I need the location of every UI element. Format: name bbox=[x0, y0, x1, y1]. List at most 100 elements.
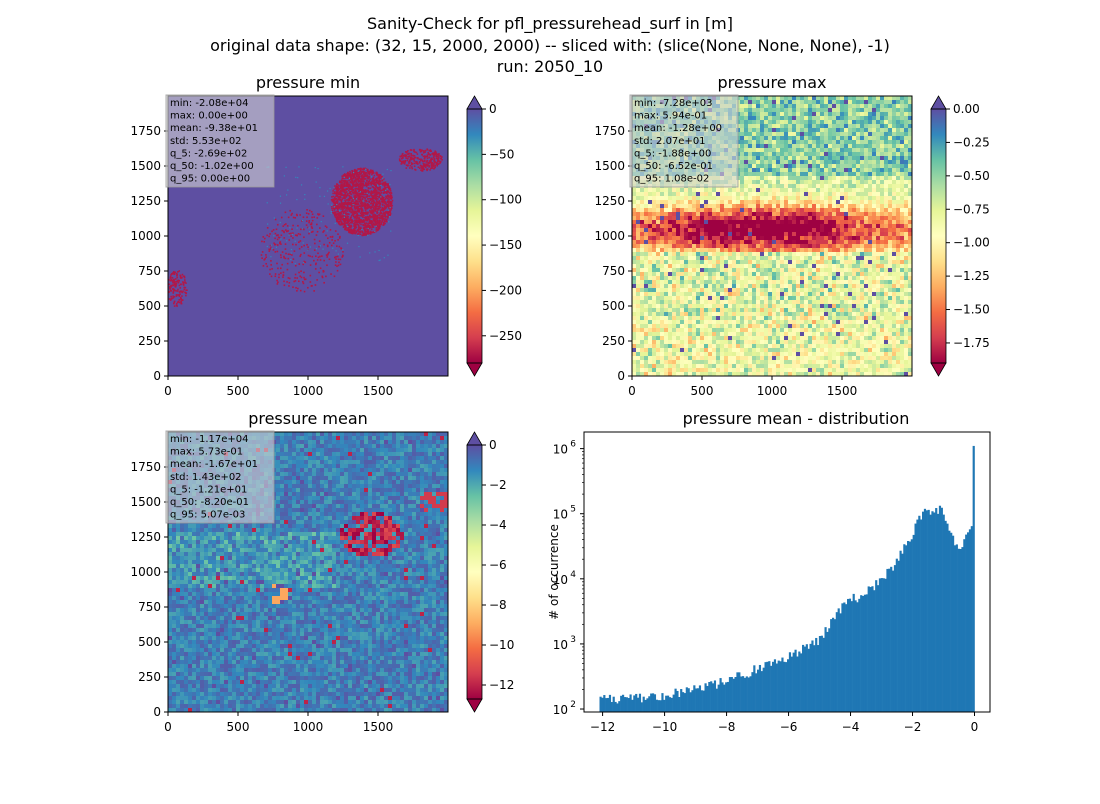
suptitle-line-2: original data shape: (32, 15, 2000, 2000… bbox=[210, 36, 890, 55]
histogram-bar bbox=[939, 506, 941, 712]
histogram-bar bbox=[847, 599, 849, 712]
y-tick-label: 750 bbox=[602, 264, 625, 278]
histogram-bar bbox=[890, 567, 892, 712]
y-tick-label: 0 bbox=[153, 369, 161, 383]
histogram-bar bbox=[701, 690, 703, 712]
y-tick-label: 1500 bbox=[594, 159, 625, 173]
histogram-bar bbox=[691, 690, 693, 712]
histogram-bar bbox=[667, 696, 669, 712]
colorbar-extend-max bbox=[931, 96, 946, 109]
stats-line: min: -7.28e+03 bbox=[634, 98, 713, 109]
y-tick-label: 1000 bbox=[594, 229, 625, 243]
suptitle-line-1: Sanity-Check for pfl_pressurehead_surf i… bbox=[367, 14, 733, 34]
x-tick-label: −10 bbox=[652, 720, 677, 734]
histogram-bar bbox=[935, 508, 937, 712]
colorbar-tick-label: 0 bbox=[489, 438, 497, 452]
y-tick-label: 1500 bbox=[130, 159, 161, 173]
histogram-bar bbox=[798, 652, 800, 712]
histogram-bar bbox=[611, 702, 613, 712]
histogram-bar bbox=[658, 700, 660, 712]
colorbar-tick-label: −200 bbox=[489, 283, 522, 297]
histogram-bar bbox=[826, 632, 828, 712]
histogram-bar bbox=[821, 636, 823, 712]
x-tick-label: −6 bbox=[780, 720, 798, 734]
histogram-bar bbox=[875, 580, 877, 712]
colorbar-extend-max bbox=[467, 96, 482, 109]
histogram-bar bbox=[731, 677, 733, 712]
stats-line: max: 5.94e-01 bbox=[634, 111, 707, 122]
histogram-bar bbox=[963, 539, 965, 712]
x-tick-label: −4 bbox=[842, 720, 860, 734]
histogram-bar bbox=[774, 659, 776, 712]
histogram-bar bbox=[828, 628, 830, 712]
histogram-bar bbox=[753, 665, 755, 712]
histogram-bar bbox=[699, 685, 701, 712]
histogram-bar bbox=[800, 653, 802, 712]
histogram-bar bbox=[734, 677, 736, 712]
colorbar-tick-label: −8 bbox=[489, 598, 507, 612]
histogram-bar bbox=[810, 644, 812, 712]
histogram-bar bbox=[661, 693, 663, 712]
x-tick-label: −8 bbox=[718, 720, 736, 734]
y-tick-label: 500 bbox=[602, 299, 625, 313]
histogram-bar bbox=[601, 698, 603, 712]
histogram-bar bbox=[901, 554, 903, 712]
histogram-bar bbox=[967, 532, 969, 712]
histogram-bar bbox=[697, 688, 699, 712]
histogram-bar bbox=[900, 551, 902, 712]
histogram-bar bbox=[663, 700, 665, 712]
histogram-bar bbox=[961, 547, 963, 712]
colorbar-extend-min bbox=[467, 699, 482, 712]
histogram-bar bbox=[950, 533, 952, 712]
y-tick-label: 250 bbox=[138, 334, 161, 348]
histogram-bar bbox=[945, 521, 947, 712]
x-tick-label: 0 bbox=[164, 384, 172, 398]
stats-line: min: -2.08e+04 bbox=[170, 98, 249, 109]
histogram-bar bbox=[789, 652, 791, 712]
histogram-bar bbox=[881, 578, 883, 712]
histogram-bar bbox=[673, 695, 675, 712]
y-tick-label: 1250 bbox=[594, 194, 625, 208]
colorbar-tick-label: −1.50 bbox=[953, 303, 990, 317]
colorbar-tick-label: −1.00 bbox=[953, 236, 990, 250]
histogram-bar bbox=[845, 604, 847, 712]
histogram-bar bbox=[907, 541, 909, 712]
histogram-bar bbox=[903, 544, 905, 712]
histogram-bar bbox=[838, 608, 840, 712]
x-tick-label: 500 bbox=[227, 720, 250, 734]
histogram-bar bbox=[892, 571, 894, 712]
stats-line: q_95: 5.07e-03 bbox=[170, 510, 245, 521]
colorbar-tick-label: −6 bbox=[489, 558, 507, 572]
histogram-bar bbox=[613, 697, 615, 712]
histogram-bar bbox=[671, 698, 673, 712]
x-tick-label: 500 bbox=[691, 384, 714, 398]
histogram-bar bbox=[817, 645, 819, 712]
colorbar-tick-label: −4 bbox=[489, 518, 507, 532]
histogram-bar bbox=[781, 658, 783, 712]
histogram-bar bbox=[643, 697, 645, 712]
histogram-bar bbox=[806, 644, 808, 712]
histogram-bar bbox=[834, 619, 836, 712]
colorbar-extend-max bbox=[467, 432, 482, 445]
colorbar-tick-label: −0.75 bbox=[953, 202, 990, 216]
histogram-bar bbox=[648, 696, 650, 712]
colorbar-extend-min bbox=[931, 363, 946, 376]
histogram-bar bbox=[682, 692, 684, 712]
histogram-bar bbox=[674, 689, 676, 712]
histogram-bar bbox=[665, 696, 667, 712]
stats-line: std: 1.43e+02 bbox=[170, 472, 242, 483]
stats-line: q_50: -8.20e-01 bbox=[170, 497, 249, 508]
histogram-bar bbox=[725, 682, 727, 712]
histogram-bar bbox=[946, 524, 948, 712]
colorbar-extend-min bbox=[467, 363, 482, 376]
y-tick-label: 10 bbox=[553, 443, 568, 457]
histogram-bar bbox=[819, 636, 821, 712]
histogram-bar bbox=[727, 682, 729, 712]
stats-line: q_50: -1.02e+00 bbox=[170, 161, 254, 172]
histogram-bar bbox=[704, 683, 706, 712]
y-tick-label: 1000 bbox=[130, 229, 161, 243]
histogram-bar bbox=[688, 688, 690, 712]
y-tick-label: 750 bbox=[138, 600, 161, 614]
colorbar-tick-label: −12 bbox=[489, 678, 514, 692]
histogram-bar bbox=[931, 511, 933, 712]
